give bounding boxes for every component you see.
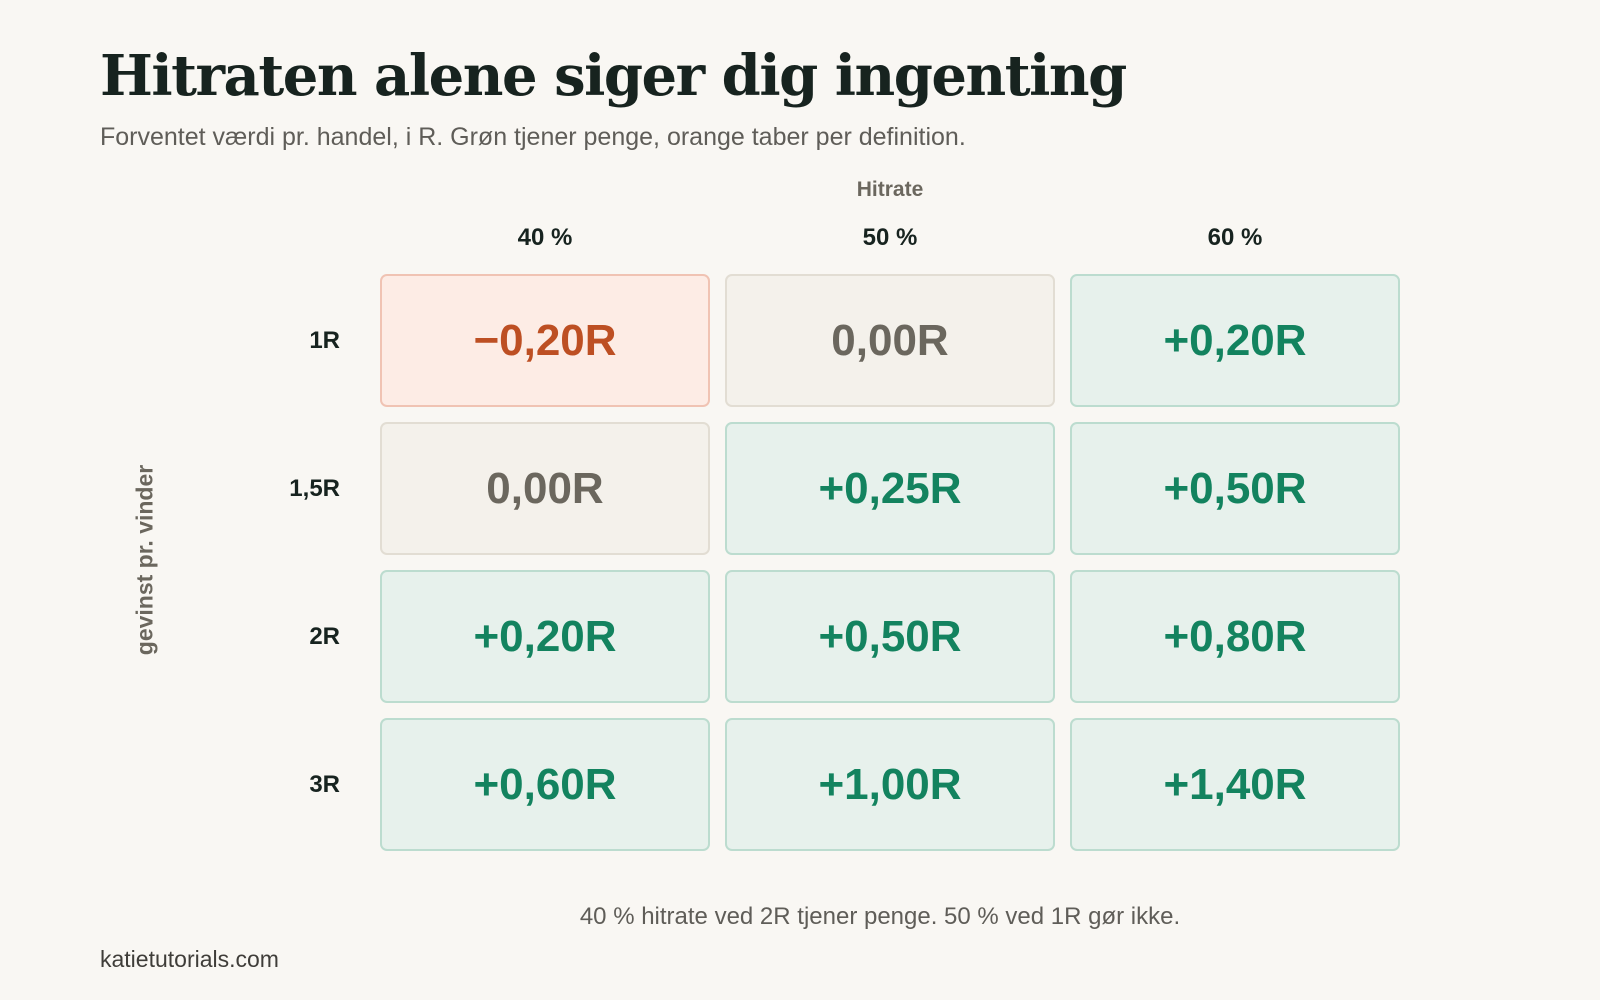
row-label: 1R [309,326,340,354]
heatmap-cell: +0,60R [380,718,710,851]
heatmap-cell: +0,20R [1070,274,1400,407]
heatmap-cell: +1,00R [725,718,1055,851]
heatmap-cell: 0,00R [725,274,1055,407]
heatmap-cell: +1,40R [1070,718,1400,851]
chart-title: Hitraten alene siger dig ingenting [100,43,1127,109]
heatmap-cell: +0,25R [725,422,1055,555]
heatmap-cell: +0,50R [1070,422,1400,555]
x-axis-title: Hitrate [856,178,924,201]
column-label: 50 % [862,224,918,251]
row-label: 1,5R [289,474,340,502]
heatmap-cell: 0,00R [380,422,710,555]
column-label: 40 % [517,224,573,251]
source-credit: katietutorials.com [100,946,279,972]
row-label: 2R [309,622,340,650]
heatmap-cell: −0,20R [380,274,710,407]
heatmap-cell: +0,50R [725,570,1055,703]
chart-annotation: 40 % hitrate ved 2R tjener penge. 50 % v… [579,903,1181,930]
heatmap-cell: +0,20R [380,570,710,703]
y-axis-title: gevinst pr. vinder [131,464,158,656]
heatmap-cell: +0,80R [1070,570,1400,703]
chart-subtitle: Forventet værdi pr. handel, i R. Grøn tj… [100,123,966,151]
column-label: 60 % [1207,224,1263,251]
row-label: 3R [309,770,340,798]
